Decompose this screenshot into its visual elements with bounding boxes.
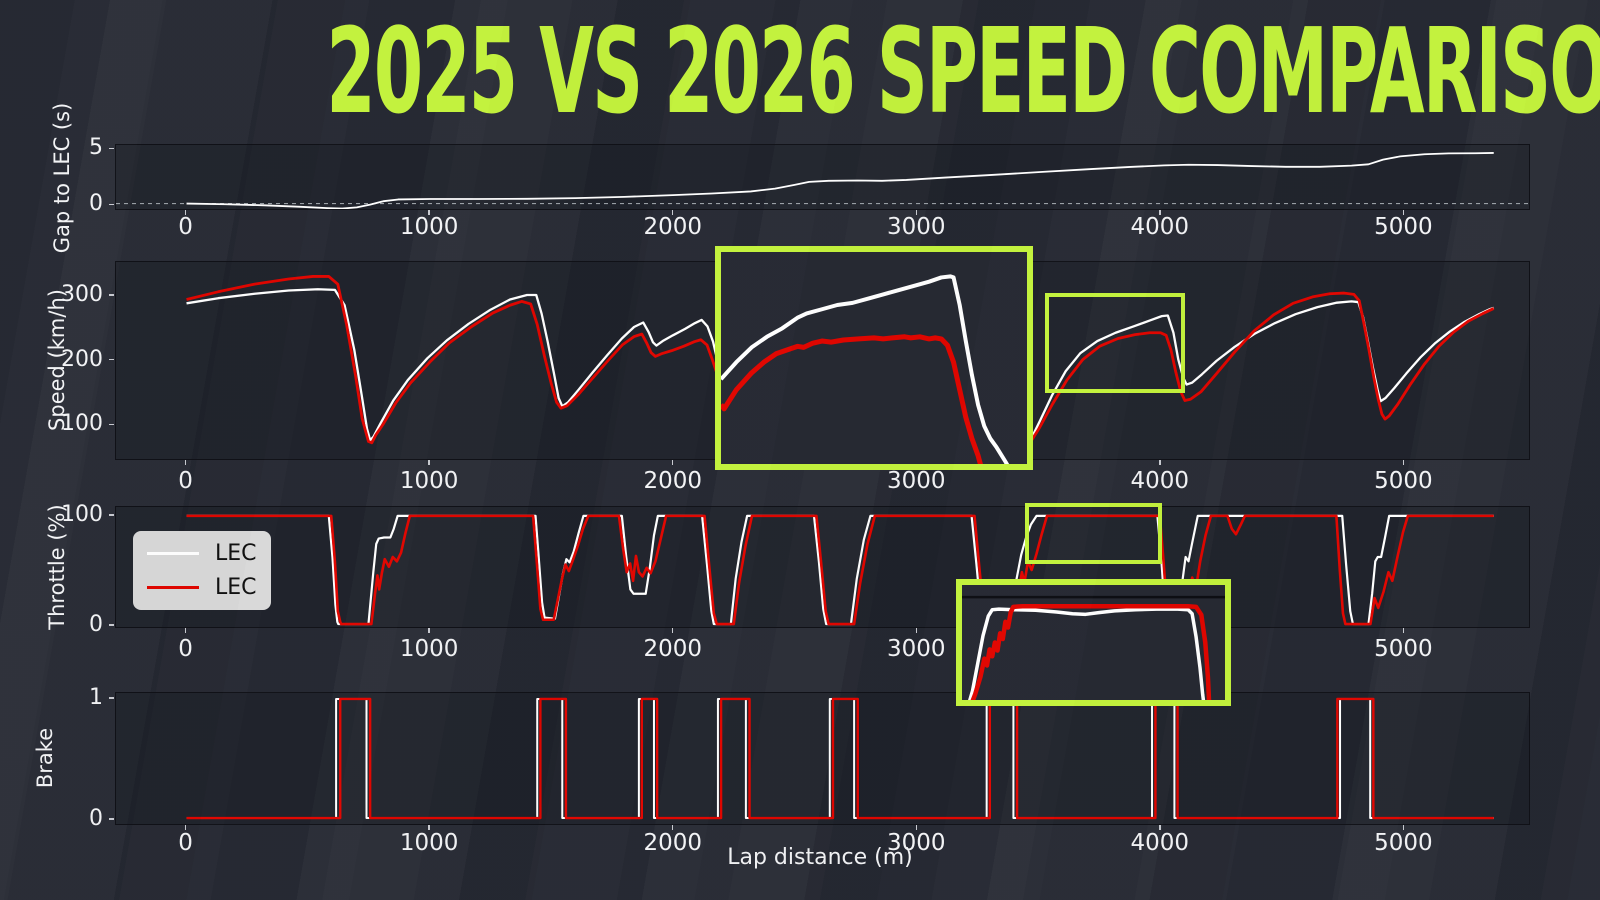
trace — [721, 276, 1012, 464]
brake-panel — [115, 692, 1530, 825]
x-tick-mark — [428, 460, 430, 465]
x-tick-label: 0 — [178, 636, 193, 662]
y-tick-mark — [109, 423, 114, 425]
y-tick-mark — [109, 294, 114, 296]
y-tick-mark — [109, 624, 114, 626]
y-tick-label: 0 — [89, 805, 103, 831]
trace — [187, 699, 1494, 818]
legend-line-white — [147, 552, 199, 555]
y-tick-label: 100 — [61, 502, 103, 528]
speed-zoom-inset-plot — [721, 252, 1027, 464]
x-tick-label: 5000 — [1374, 636, 1433, 662]
chart-title: 2025 VS 2026 SPEED COMPARISON — [326, 2, 1600, 140]
x-tick-mark — [1402, 628, 1405, 633]
x-tick-label: 5000 — [1374, 468, 1433, 494]
x-tick-label: 3000 — [886, 468, 946, 494]
legend-label-white: LEC — [215, 540, 257, 566]
legend-label-red: LEC — [215, 574, 257, 600]
trace — [187, 516, 1494, 624]
y-tick-mark — [109, 203, 114, 206]
x-tick-label: 0 — [178, 830, 193, 856]
y-tick-mark — [109, 147, 114, 150]
x-tick-mark — [1159, 825, 1161, 830]
x-tick-mark — [428, 210, 430, 215]
x-tick-label: 4000 — [1130, 830, 1190, 856]
speed-zoom-source-box — [1045, 293, 1185, 393]
x-tick-label: 5000 — [1374, 830, 1433, 856]
x-tick-mark — [1402, 210, 1405, 215]
legend-line-red — [147, 586, 199, 589]
throttle-zoom-inset — [956, 579, 1231, 706]
legend-entry-white: LEC — [147, 541, 257, 567]
x-tick-label: 2000 — [643, 830, 702, 856]
x-tick-label: 1000 — [399, 830, 459, 856]
x-tick-mark — [915, 628, 917, 633]
speed-zoom-inset — [715, 246, 1033, 470]
x-tick-mark — [1159, 460, 1161, 465]
x-tick-label: 1000 — [399, 214, 459, 240]
x-tick-label: 2000 — [643, 214, 702, 240]
x-tick-label: 4000 — [1130, 468, 1190, 494]
x-tick-mark — [915, 210, 917, 215]
trace — [721, 337, 983, 464]
gap-panel — [115, 144, 1530, 210]
gap-plot — [116, 145, 1529, 209]
y-tick-mark — [109, 514, 114, 516]
x-tick-label: 3000 — [886, 214, 946, 240]
x-tick-mark — [672, 460, 674, 465]
x-tick-mark — [184, 460, 187, 465]
x-tick-label: 0 — [178, 468, 193, 494]
x-tick-label: 0 — [178, 214, 193, 240]
x-tick-mark — [1402, 460, 1405, 465]
brake-plot — [116, 693, 1529, 824]
y-tick-mark — [109, 697, 114, 699]
trace — [187, 153, 1494, 209]
y-tick-label: 5 — [89, 135, 103, 161]
x-axis-label: Lap distance (m) — [727, 845, 913, 870]
x-tick-mark — [915, 825, 917, 830]
trace — [969, 609, 1204, 700]
x-tick-label: 1000 — [399, 636, 459, 662]
y-tick-label: 300 — [61, 281, 103, 307]
y-tick-label: 0 — [89, 612, 103, 638]
y-tick-mark — [109, 358, 114, 361]
trace — [971, 606, 1209, 700]
x-tick-mark — [672, 825, 674, 830]
legend: LEC LEC — [133, 531, 271, 610]
x-tick-mark — [184, 210, 187, 215]
x-tick-mark — [428, 628, 430, 633]
x-tick-label: 1000 — [399, 468, 459, 494]
x-tick-label: 2000 — [643, 468, 702, 494]
y-tick-mark — [109, 818, 114, 820]
trace — [187, 699, 1494, 818]
x-tick-mark — [672, 628, 674, 633]
x-tick-label: 5000 — [1374, 214, 1433, 240]
y-tick-label: 1 — [89, 685, 103, 711]
y-tick-label: 0 — [89, 191, 103, 217]
x-tick-label: 2000 — [643, 636, 702, 662]
x-tick-mark — [1402, 825, 1405, 830]
x-tick-mark — [184, 628, 187, 633]
legend-entry-red: LEC — [147, 575, 257, 601]
x-tick-mark — [672, 210, 674, 215]
throttle-zoom-inset-plot — [962, 585, 1225, 700]
brake-ylabel: Brake — [33, 727, 57, 789]
x-tick-mark — [1159, 210, 1161, 215]
x-tick-label: 3000 — [886, 830, 946, 856]
x-tick-label: 4000 — [1130, 214, 1190, 240]
throttle-panel — [115, 506, 1530, 628]
x-tick-mark — [184, 825, 187, 830]
x-tick-mark — [428, 825, 430, 830]
y-tick-label: 200 — [61, 346, 103, 372]
y-tick-label: 100 — [61, 411, 103, 437]
throttle-plot — [116, 507, 1529, 627]
x-tick-label: 3000 — [886, 636, 946, 662]
throttle-zoom-source-box — [1025, 503, 1162, 564]
